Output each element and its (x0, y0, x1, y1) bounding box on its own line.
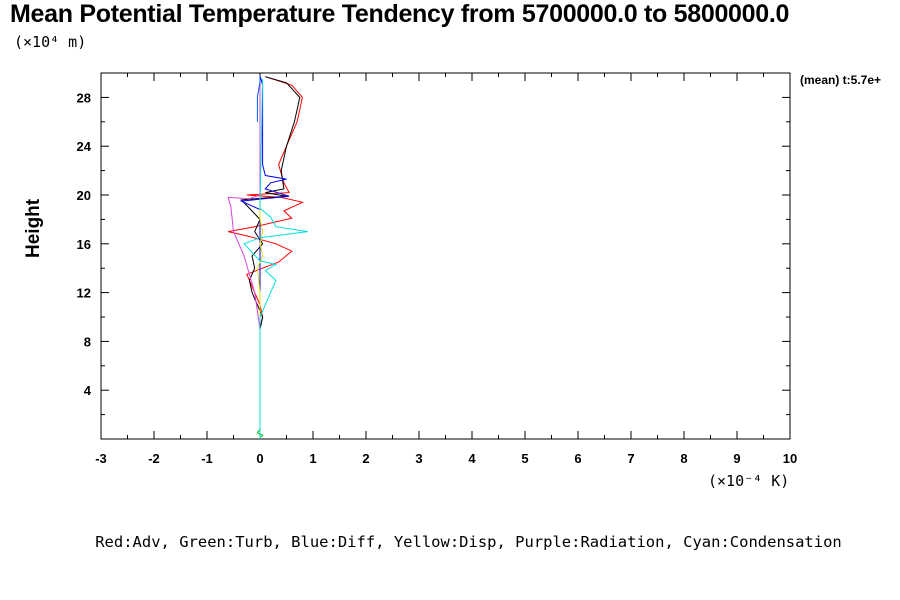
series-line-diff (239, 75, 290, 439)
y-tick-label: 20 (77, 188, 91, 203)
x-tick-label: -1 (201, 451, 213, 466)
y-tick-label: 12 (77, 286, 91, 301)
x-tick-label: 7 (627, 451, 634, 466)
x-tick-label: 9 (733, 451, 740, 466)
series-line-total (240, 76, 301, 439)
chart-title: Mean Potential Temperature Tendency from… (10, 0, 790, 28)
x-tick-label: 3 (415, 451, 422, 466)
series-layer (227, 75, 308, 439)
x-tick-label: 10 (783, 451, 797, 466)
x-tick-label: -3 (95, 451, 107, 466)
series-line-condensation (243, 79, 308, 439)
plot-frame (100, 72, 791, 440)
y-tick-label: 16 (77, 237, 91, 252)
x-axis-unit: (×10⁻⁴ K) (708, 472, 790, 490)
x-tick-label: -2 (148, 451, 160, 466)
y-tick-label: 4 (84, 383, 92, 398)
y-tick-label: 24 (77, 139, 92, 154)
y-tick-label: 28 (77, 90, 91, 105)
series-line-disp (256, 195, 264, 324)
x-tick-label: 2 (362, 451, 369, 466)
x-tick-label: 5 (521, 451, 528, 466)
mean-time-annotation: (mean) t:5.7e+ (800, 73, 882, 87)
series-line-boundary (256, 75, 261, 122)
legend-text: Red:Adv, Green:Turb, Blue:Diff, Yellow:D… (95, 533, 842, 551)
x-tick-label: 0 (256, 451, 263, 466)
series-line-radiation (227, 76, 261, 330)
x-tick-label: 6 (574, 451, 581, 466)
x-tick-label: 8 (680, 451, 687, 466)
x-tick-label: 4 (468, 451, 476, 466)
y-axis-unit: (×10⁴ m) (14, 33, 87, 51)
y-tick-label: 8 (84, 334, 91, 349)
x-tick-label: 1 (309, 451, 316, 466)
